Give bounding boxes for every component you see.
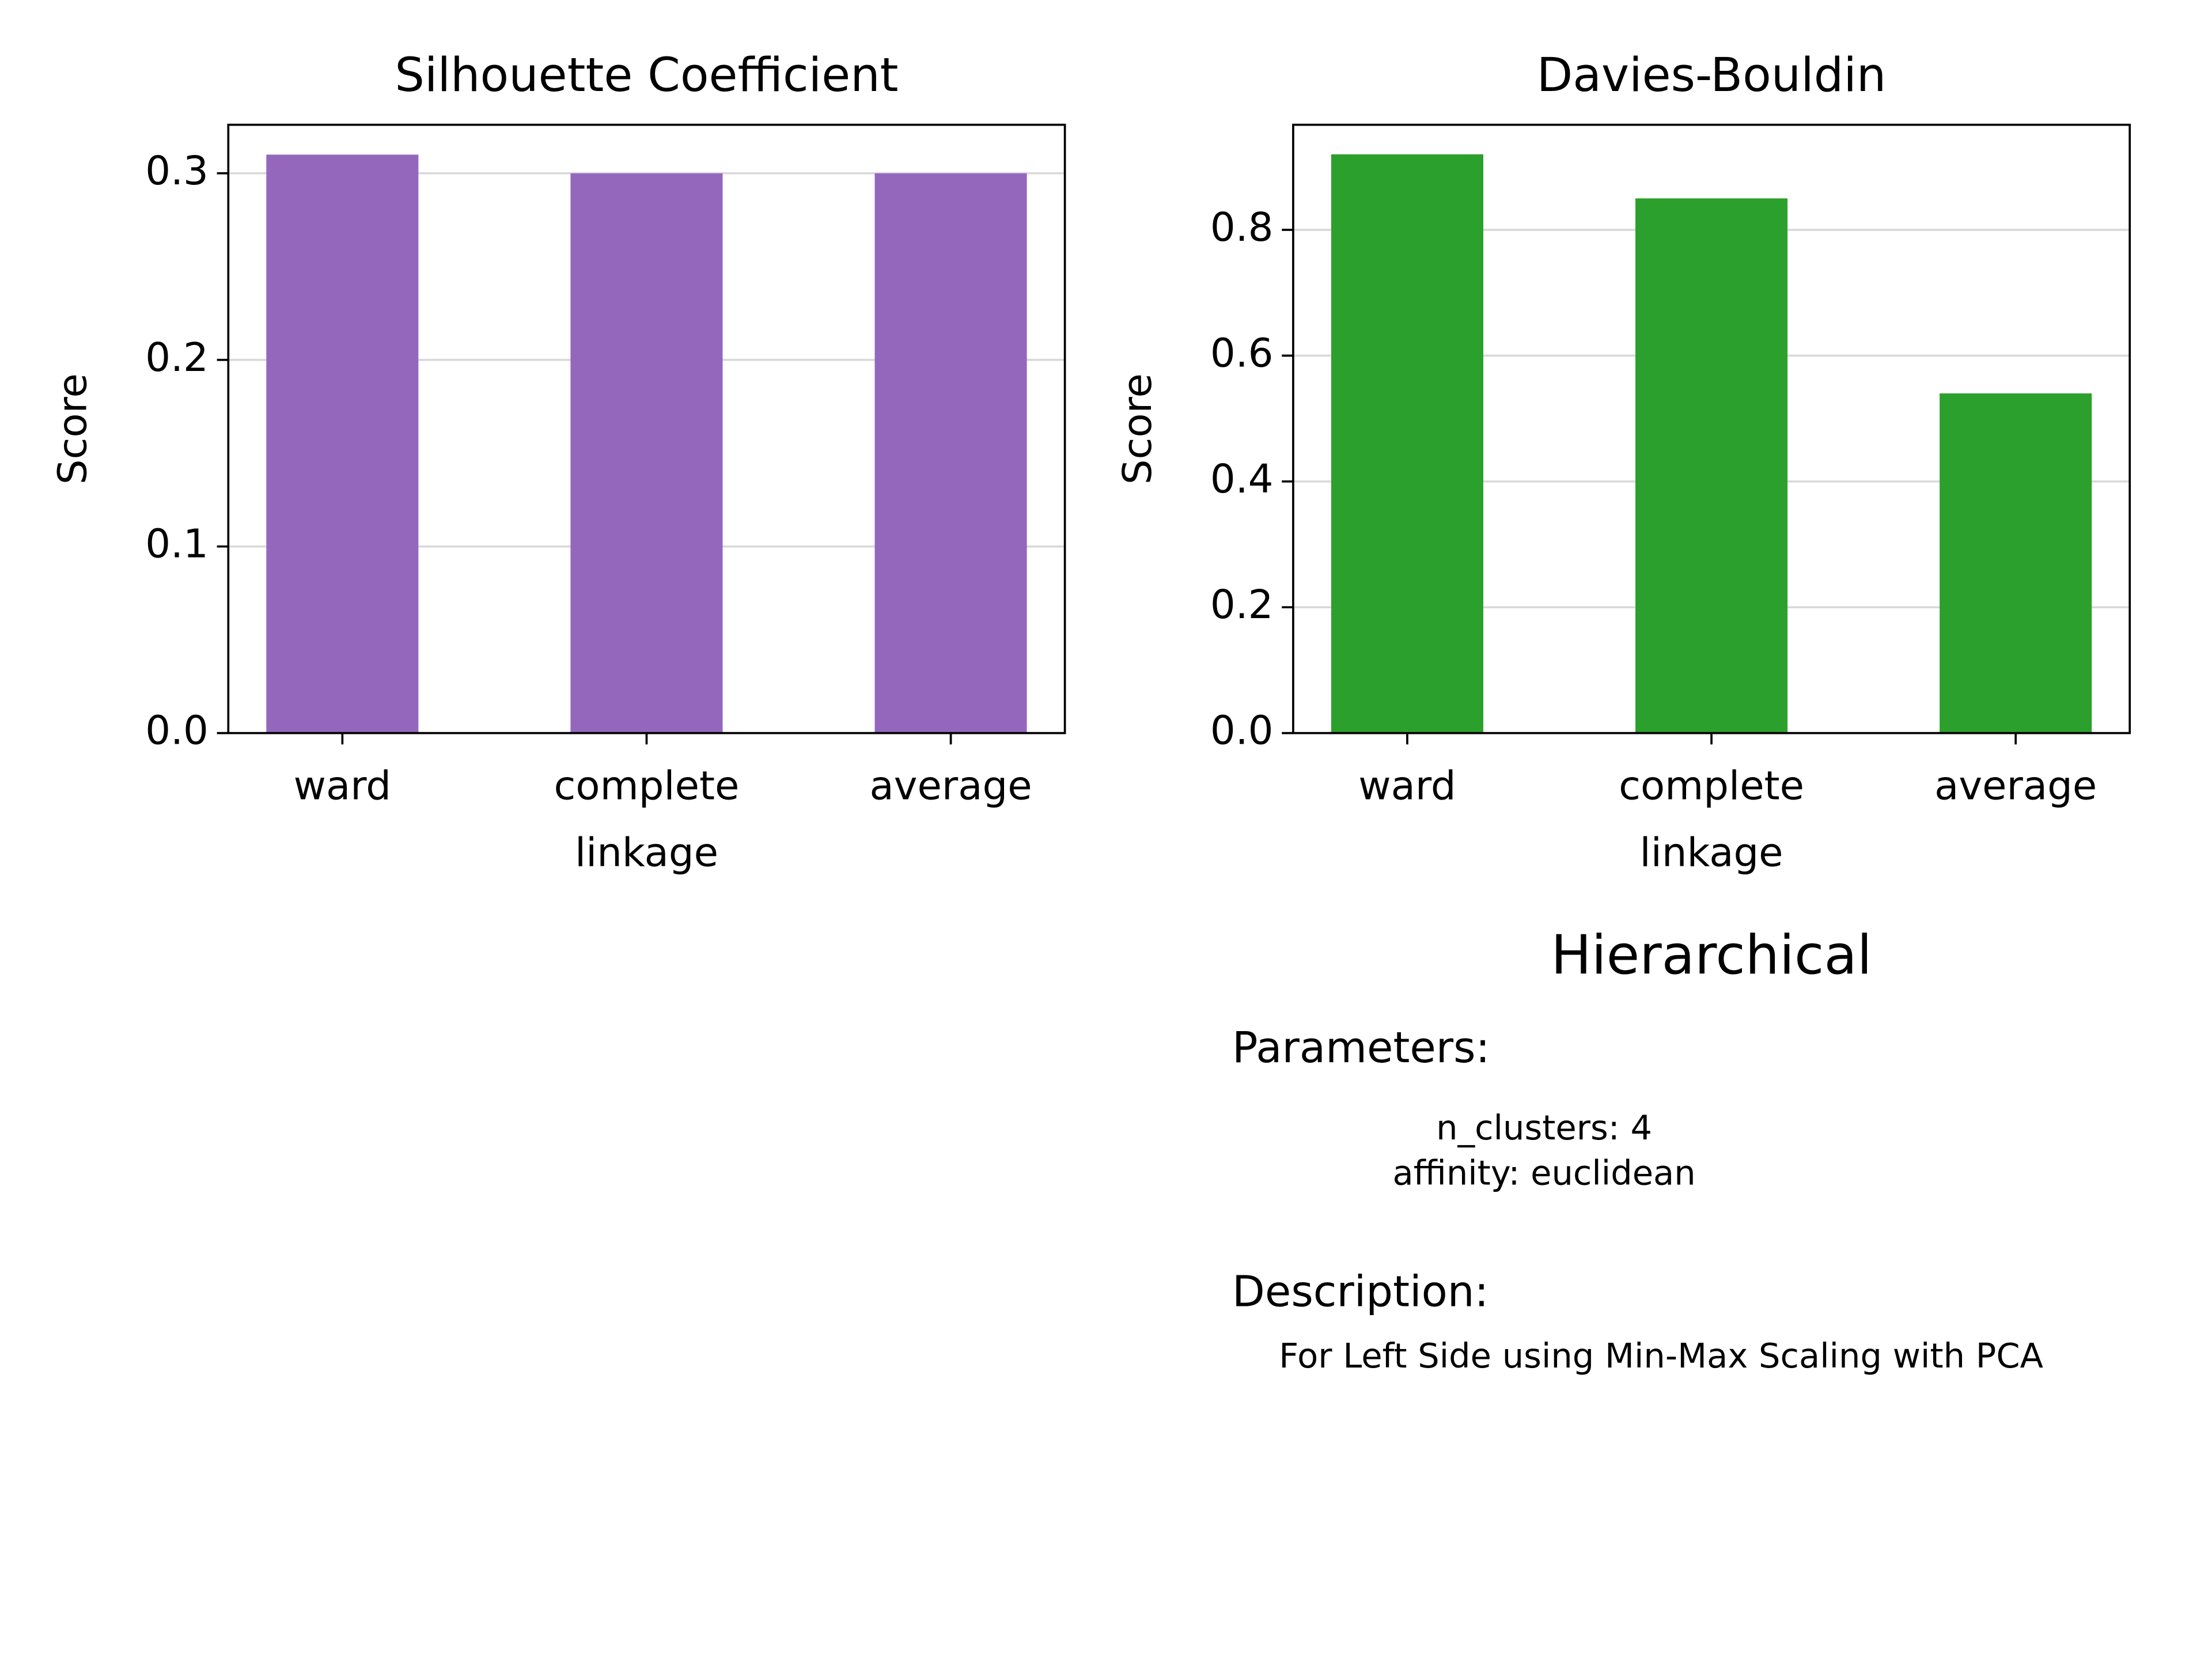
panel-title: Hierarchical [1551,924,1872,987]
y-axis-label: Score [1115,373,1161,484]
x-tick-label: complete [554,763,740,809]
bar [1331,154,1483,733]
axes-frame [1292,123,2131,734]
y-tick-label: 0.2 [1210,582,1274,628]
bar [1940,393,2092,733]
x-tick-label: ward [294,763,391,809]
x-tick-label: average [870,763,1032,809]
chart-title: Davies-Bouldin [1537,48,1887,103]
y-tick-label: 0.0 [1210,708,1274,754]
x-tick-label: average [1934,763,2097,809]
y-tick-label: 0.2 [145,335,209,381]
chart-title: Silhouette Coefficient [395,48,898,103]
x-tick-label: complete [1619,763,1804,809]
y-tick-label: 0.3 [145,148,209,194]
parameter: n_clusters: 4 [1436,1108,1652,1147]
axes-frame [227,123,1066,734]
bar [570,173,723,733]
y-tick-label: 0.4 [1210,456,1274,502]
y-tick-label: 0.0 [145,708,209,754]
y-tick-label: 0.1 [145,521,209,567]
x-axis-label: linkage [1640,830,1783,876]
x-axis-label: linkage [575,830,718,876]
bar [1635,198,1788,733]
description: For Left Side using Min-Max Scaling with… [1279,1336,2043,1376]
x-tick-label: ward [1358,763,1456,809]
parameter: affinity: euclidean [1393,1153,1696,1193]
y-axis-label: Score [50,373,96,484]
y-tick-label: 0.6 [1210,330,1274,376]
parameters-heading: Parameters: [1232,1023,1490,1073]
description-heading: Description: [1232,1267,1488,1316]
bar [266,154,419,733]
bar [874,173,1027,733]
y-tick-label: 0.8 [1210,204,1274,251]
